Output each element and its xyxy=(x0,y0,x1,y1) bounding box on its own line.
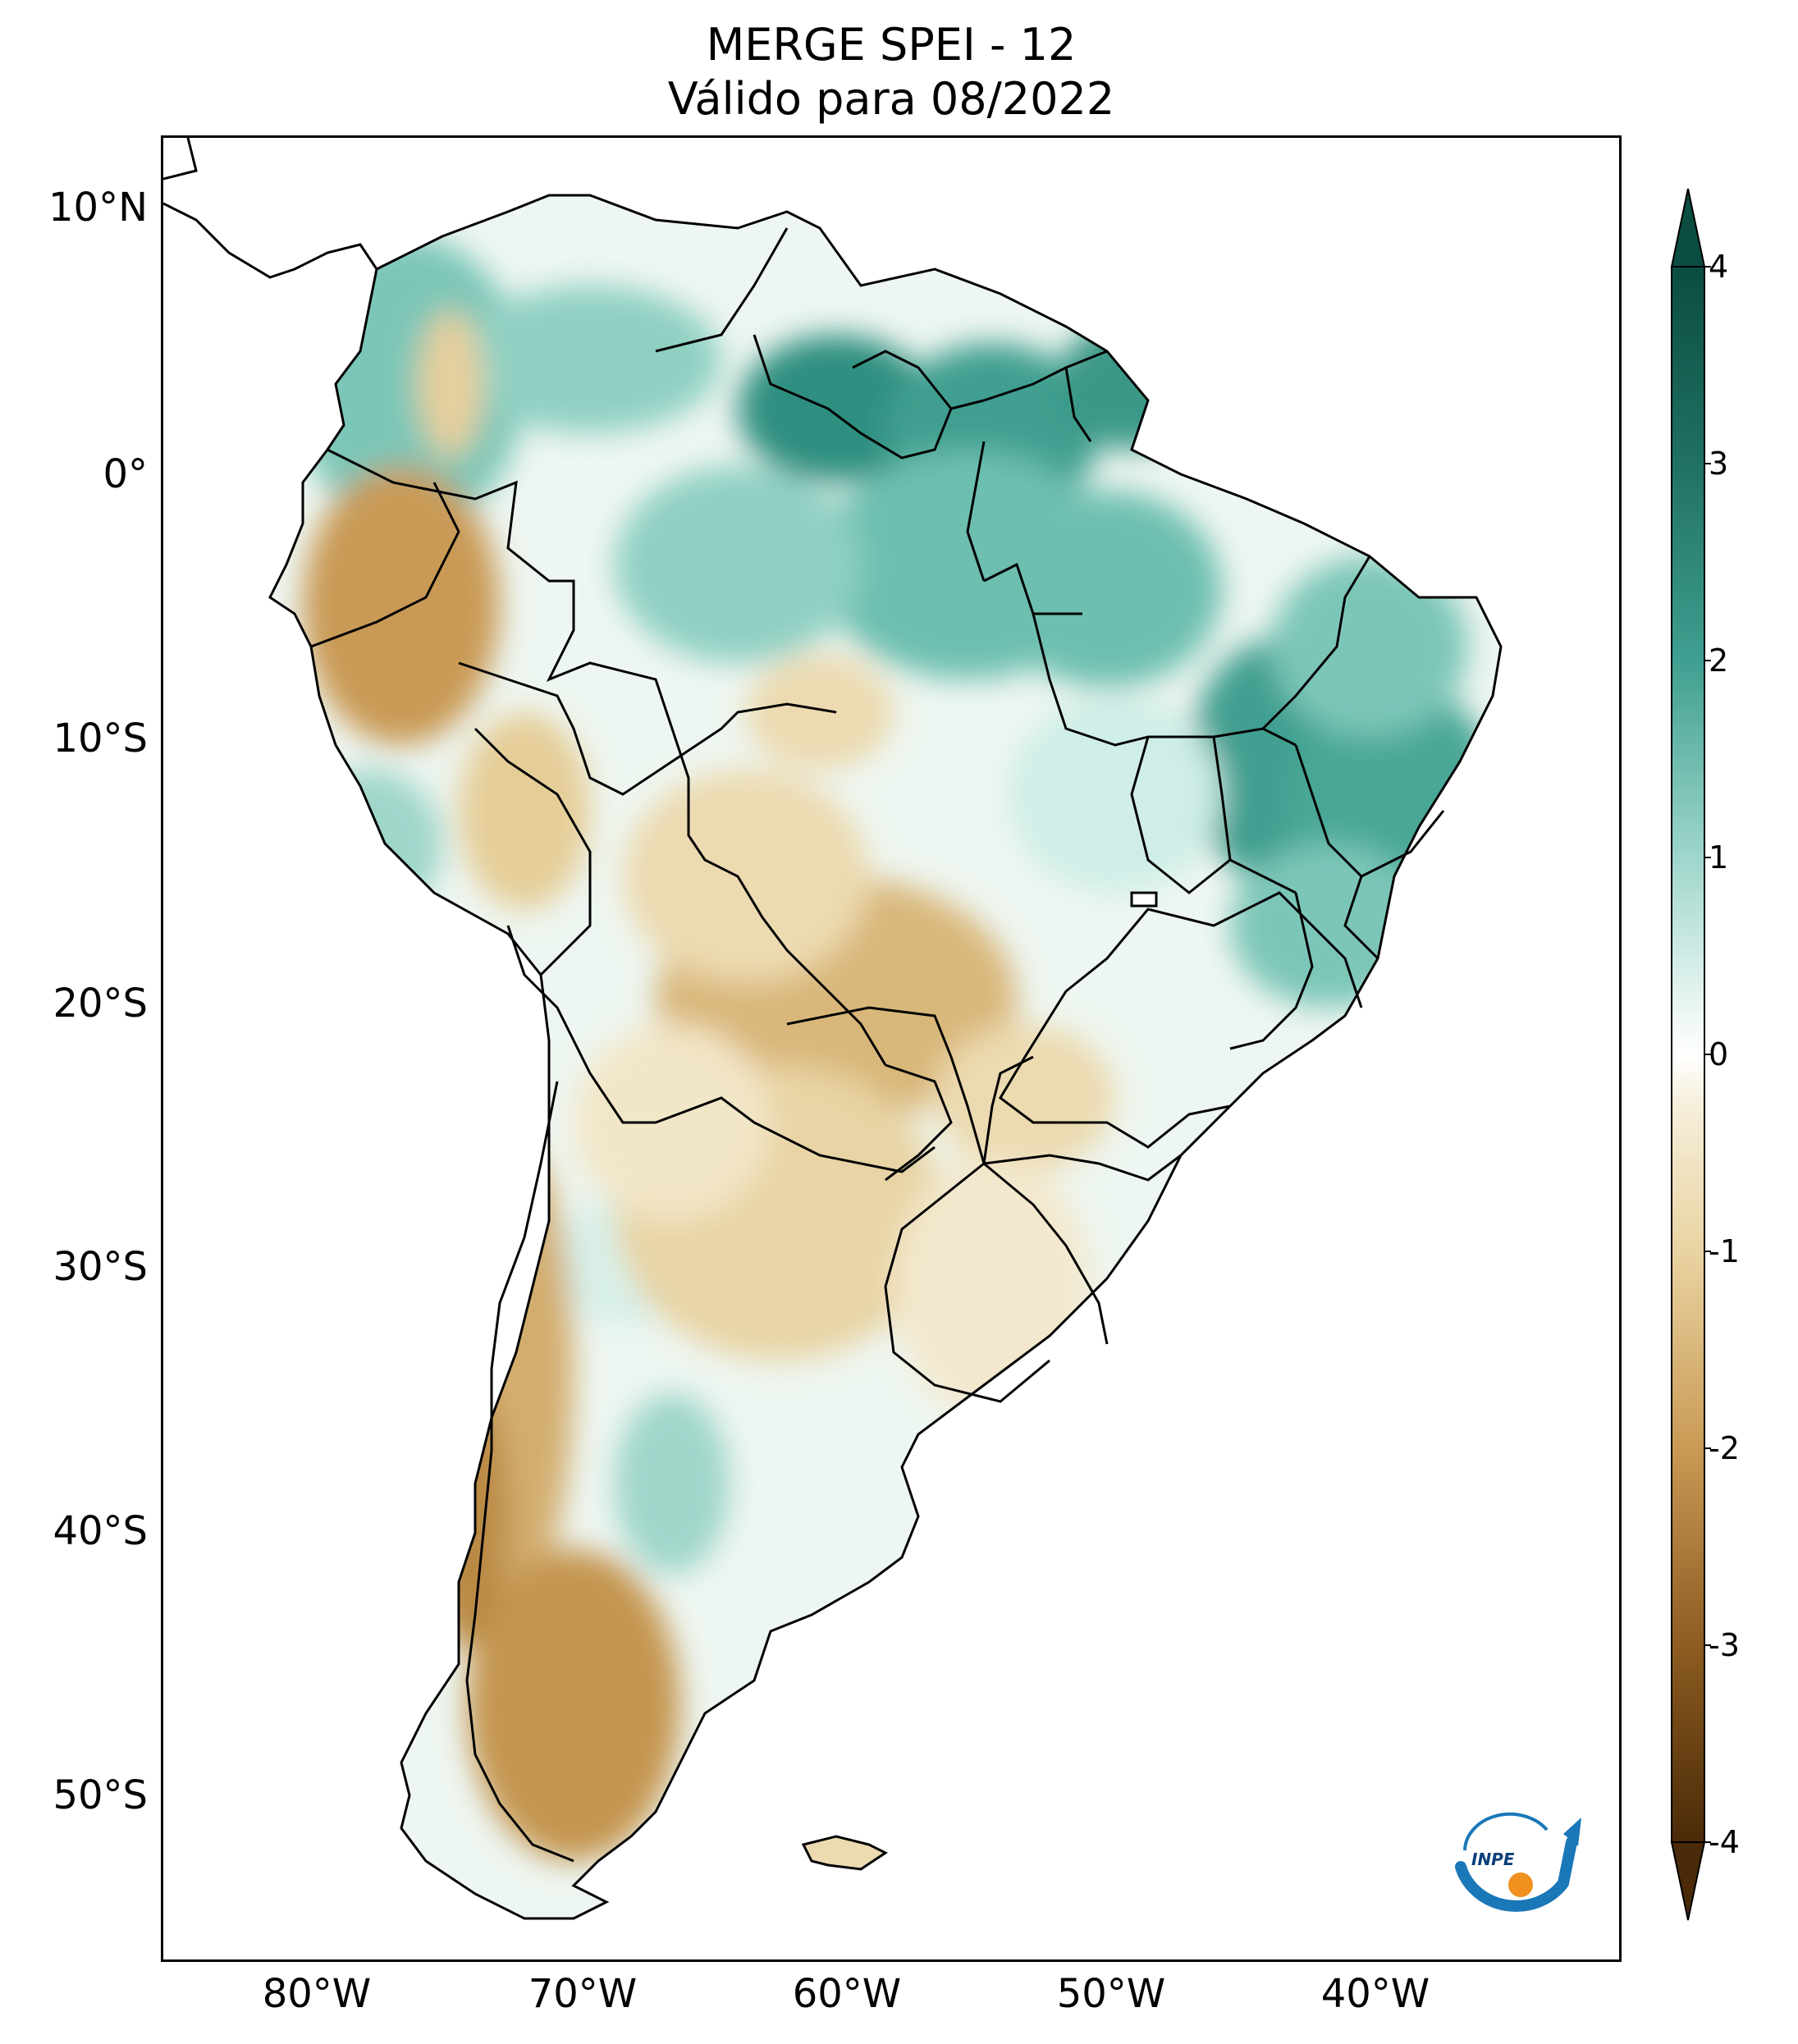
lat-label-40s: 40°S xyxy=(53,1508,148,1554)
inpe-logo-text: INPE xyxy=(1471,1850,1515,1869)
lon-label-80w: 80°W xyxy=(262,1971,372,2017)
colorbar-tick-2: 2 xyxy=(1709,642,1729,679)
map-title: MERGE SPEI - 12 Válido para 08/2022 xyxy=(161,18,1622,126)
colorbar-min-extend xyxy=(1670,1841,1706,1921)
continent-coastline xyxy=(268,194,1503,1920)
colorbar-tick-0: 0 xyxy=(1709,1036,1729,1072)
lon-label-50w: 50°W xyxy=(1056,1971,1166,2017)
title-line-1: MERGE SPEI - 12 xyxy=(706,19,1077,71)
colorbar-gradient xyxy=(1671,266,1705,1843)
lat-label-30s: 30°S xyxy=(53,1244,148,1290)
colorbar-tick-minus-2: -2 xyxy=(1709,1430,1740,1466)
title-line-2: Válido para 08/2022 xyxy=(667,73,1115,125)
lat-label-50s: 50°S xyxy=(53,1772,148,1818)
falkland-islands xyxy=(801,1835,888,1871)
lat-label-10n: 10°N xyxy=(48,185,148,231)
colorbar-tick-4: 4 xyxy=(1709,249,1729,285)
lon-label-40w: 40°W xyxy=(1320,1971,1430,2017)
colorbar-tick-minus-1: -1 xyxy=(1709,1233,1740,1269)
central-america-coastline xyxy=(163,202,378,279)
lat-label-10s: 10°S xyxy=(53,716,148,761)
lon-label-70w: 70°W xyxy=(528,1971,638,2017)
colorbar-tick-minus-3: -3 xyxy=(1709,1627,1740,1663)
south-america-map xyxy=(163,138,1503,1920)
colorbar-max-extend xyxy=(1670,188,1706,268)
lake xyxy=(1130,891,1158,908)
lon-label-60w: 60°W xyxy=(792,1971,902,2017)
lat-label-20s: 20°S xyxy=(53,981,148,1027)
colorbar-tick-minus-4: -4 xyxy=(1709,1824,1740,1860)
country-borders xyxy=(310,227,1445,1863)
colorbar-tick-1: 1 xyxy=(1709,839,1729,876)
lat-label-0: 0° xyxy=(103,451,148,497)
colorbar xyxy=(1670,188,1711,1921)
map-frame xyxy=(161,135,1622,1962)
colorbar-tick-3: 3 xyxy=(1709,446,1729,482)
inpe-logo: INPE xyxy=(1455,1812,1581,1912)
